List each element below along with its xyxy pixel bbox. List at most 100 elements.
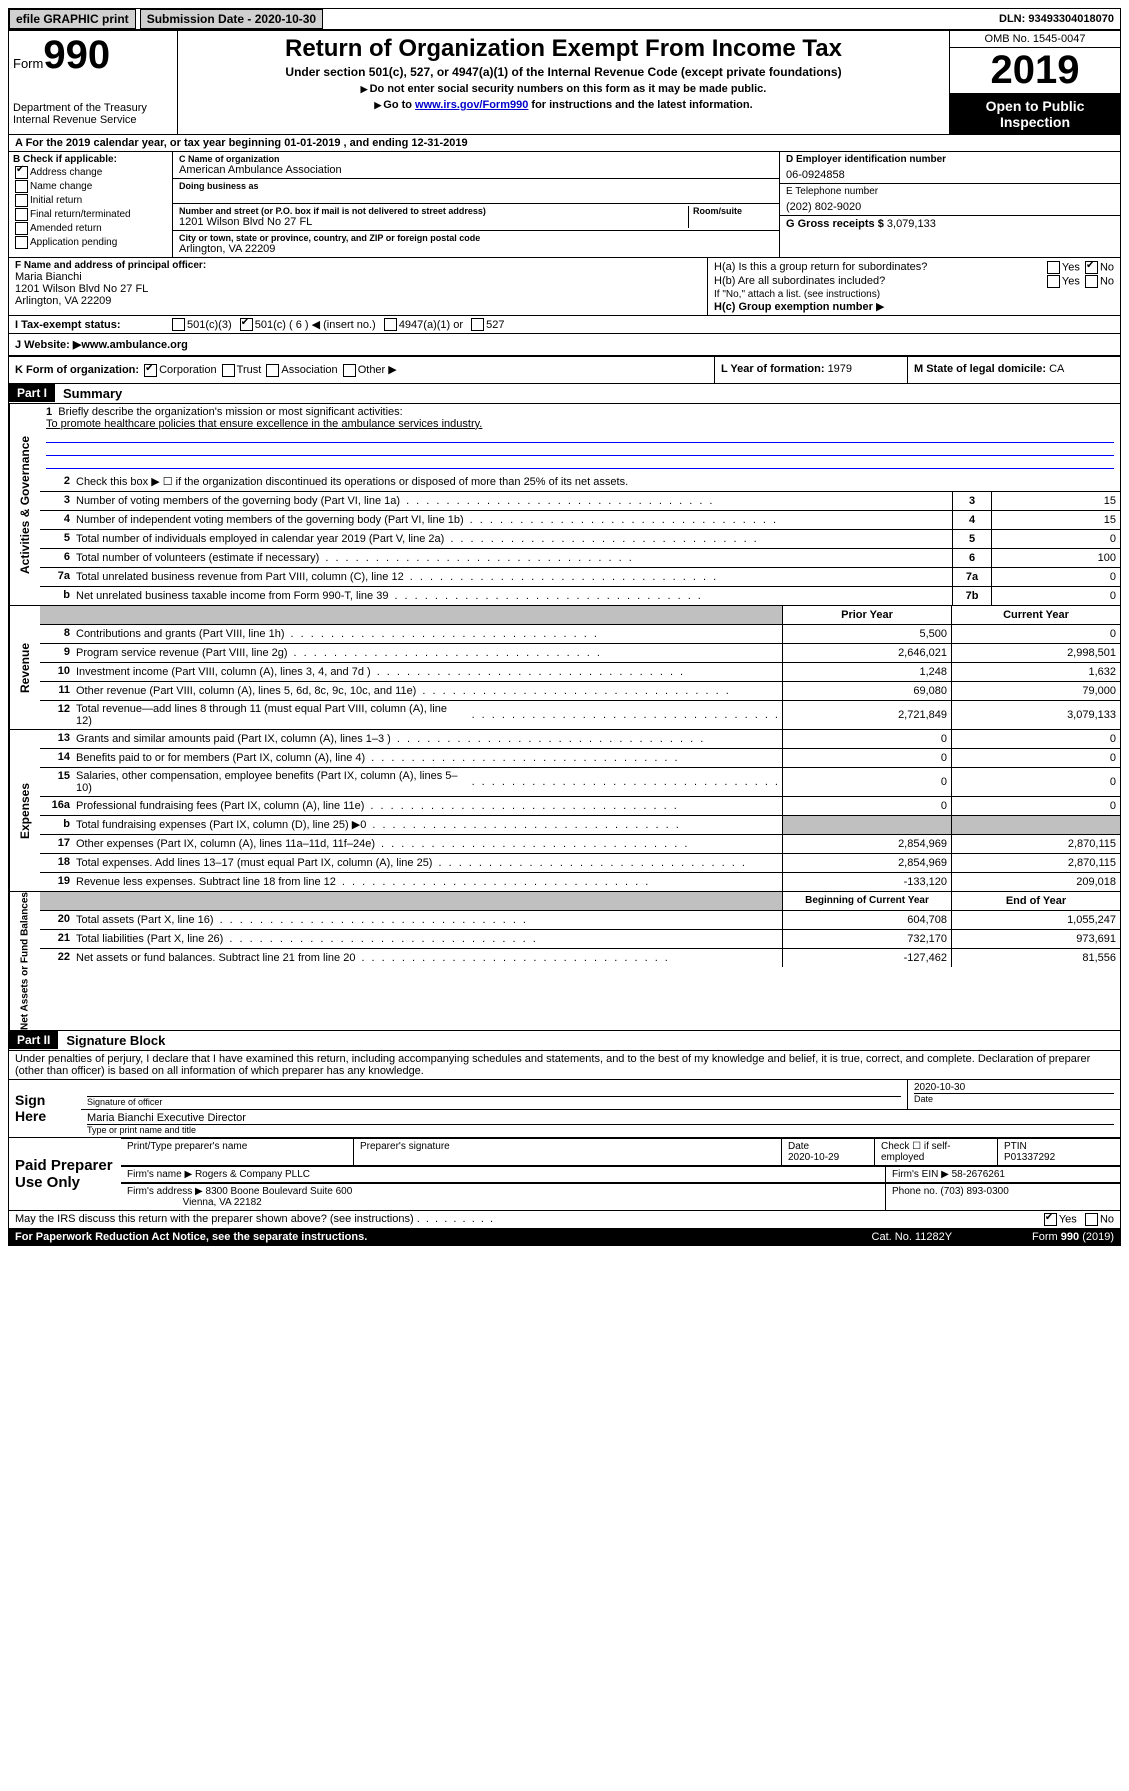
- hb-note: If "No," attach a list. (see instruction…: [714, 289, 1114, 300]
- ptin-hdr: PTIN: [1004, 1141, 1027, 1152]
- section-revenue: Revenue Prior Year Current Year 8 Contri…: [9, 606, 1120, 730]
- line-text: Total number of volunteers (estimate if …: [74, 549, 952, 567]
- line-text: Contributions and grants (Part VIII, lin…: [74, 625, 782, 643]
- prep-date-hdr: Date: [788, 1141, 809, 1152]
- line-text: Revenue less expenses. Subtract line 18 …: [74, 873, 782, 891]
- firm-label: Firm's name ▶: [127, 1169, 195, 1180]
- part1-badge: Part I: [9, 384, 55, 402]
- firm-phone-label: Phone no.: [892, 1186, 940, 1197]
- topbar: efile GRAPHIC print Submission Date - 20…: [9, 9, 1120, 31]
- prep-check-hdr: Check ☐ if self-employed: [875, 1139, 998, 1165]
- header-row: Form990 Department of the Treasury Inter…: [9, 31, 1120, 135]
- line-num: b: [40, 816, 74, 834]
- org-name: American Ambulance Association: [179, 164, 773, 176]
- prior-year-value: 0: [782, 730, 951, 748]
- sign-here-block: Sign Here Signature of officer 2020-10-3…: [9, 1079, 1120, 1138]
- tax-year: 2019: [950, 48, 1120, 94]
- line-col: 6: [952, 549, 991, 567]
- form-label: Form: [13, 56, 43, 71]
- part1-title: Summary: [55, 384, 130, 403]
- firm-addr-label: Firm's address ▶: [127, 1186, 206, 1197]
- mission-text: To promote healthcare policies that ensu…: [46, 418, 482, 430]
- line-text: Total number of individuals employed in …: [74, 530, 952, 548]
- row-j: J Website: ▶ www.ambulance.org: [9, 334, 1120, 357]
- line-value: 100: [991, 549, 1120, 567]
- c-name-label: C Name of organization: [179, 154, 773, 164]
- efile-print-button[interactable]: efile GRAPHIC print: [9, 9, 136, 29]
- line-num: 14: [40, 749, 74, 767]
- website-value: www.ambulance.org: [81, 339, 188, 351]
- line1: 1 Briefly describe the organization's mi…: [40, 404, 1120, 473]
- end-year-hdr: End of Year: [951, 892, 1120, 910]
- l2-text: Check this box ▶ ☐ if the organization d…: [74, 473, 1120, 491]
- line-num: 18: [40, 854, 74, 872]
- line-num: 20: [40, 911, 74, 929]
- officer-addr2: Arlington, VA 22209: [15, 295, 701, 307]
- section-expenses: Expenses 13 Grants and similar amounts p…: [9, 730, 1120, 892]
- line-col: 4: [952, 511, 991, 529]
- prior-year-hdr: Prior Year: [782, 606, 951, 624]
- k-label: K Form of organization:: [15, 364, 139, 376]
- line-num: 16a: [40, 797, 74, 815]
- line-num: 11: [40, 682, 74, 700]
- cb-amended[interactable]: Amended return: [13, 222, 168, 235]
- prior-year-value: -127,462: [782, 949, 951, 967]
- cb-final-return[interactable]: Final return/terminated: [13, 208, 168, 221]
- cb-address-change[interactable]: Address change: [13, 166, 168, 179]
- form-container: efile GRAPHIC print Submission Date - 20…: [8, 8, 1121, 1246]
- firm-ein-label: Firm's EIN ▶: [892, 1169, 952, 1180]
- line-num: 10: [40, 663, 74, 681]
- section-bc: B Check if applicable: Address change Na…: [9, 152, 1120, 258]
- dln-label: DLN:: [999, 13, 1028, 25]
- line-num: 21: [40, 930, 74, 948]
- l-label: L Year of formation:: [721, 363, 828, 375]
- prep-sig-hdr: Preparer's signature: [354, 1139, 782, 1165]
- room-label: Room/suite: [693, 206, 773, 216]
- prior-year-value: 2,854,969: [782, 854, 951, 872]
- begin-year-hdr: Beginning of Current Year: [782, 892, 951, 910]
- row-fh: F Name and address of principal officer:…: [9, 258, 1120, 316]
- line-text: Other expenses (Part IX, column (A), lin…: [74, 835, 782, 853]
- i-501c3: 501(c)(3): [187, 319, 232, 331]
- col-h: H(a) Is this a group return for subordin…: [708, 258, 1120, 315]
- line-text: Program service revenue (Part VIII, line…: [74, 644, 782, 662]
- line-num: 19: [40, 873, 74, 891]
- i-label: I Tax-exempt status:: [15, 319, 170, 331]
- header-left: Form990 Department of the Treasury Inter…: [9, 31, 178, 134]
- col-de: D Employer identification number 06-0924…: [779, 152, 1120, 257]
- current-year-value: 0: [951, 749, 1120, 767]
- typed-name-label: Type or print name and title: [87, 1125, 1114, 1135]
- line-col: 3: [952, 492, 991, 510]
- submission-date-button[interactable]: Submission Date - 2020-10-30: [140, 9, 323, 29]
- prior-year-value: 5,500: [782, 625, 951, 643]
- goto-prefix: Go to: [383, 99, 415, 111]
- prior-year-value: 0: [782, 768, 951, 796]
- submission-date-label: Submission Date -: [147, 12, 255, 26]
- line-col: 7b: [952, 587, 991, 605]
- cb-name-change[interactable]: Name change: [13, 180, 168, 193]
- line-value: 15: [991, 492, 1120, 510]
- current-year-value: 79,000: [951, 682, 1120, 700]
- i-501c: 501(c) ( 6 ) ◀ (insert no.): [255, 318, 376, 331]
- line-value: 15: [991, 511, 1120, 529]
- firm-ein: 58-2676261: [952, 1169, 1005, 1180]
- line-num: 12: [40, 701, 74, 729]
- line-col: 5: [952, 530, 991, 548]
- discuss-row: May the IRS discuss this return with the…: [9, 1211, 1120, 1228]
- m-label: M State of legal domicile:: [914, 363, 1049, 375]
- line-text: Other revenue (Part VIII, column (A), li…: [74, 682, 782, 700]
- k-corp: Corporation: [159, 364, 216, 376]
- dln-value: 93493304018070: [1028, 13, 1114, 25]
- ha-yes: Yes: [1062, 261, 1080, 273]
- cb-app-pending[interactable]: Application pending: [13, 236, 168, 249]
- current-year-hdr: Current Year: [951, 606, 1120, 624]
- prior-year-value: 604,708: [782, 911, 951, 929]
- prior-year-value: -133,120: [782, 873, 951, 891]
- year-formation: 1979: [828, 363, 852, 375]
- paid-preparer-label: Paid Preparer Use Only: [9, 1138, 121, 1210]
- k-assoc: Association: [281, 364, 337, 376]
- line-text: Professional fundraising fees (Part IX, …: [74, 797, 782, 815]
- gross-receipts-label: G Gross receipts $: [786, 218, 887, 230]
- irs-link[interactable]: www.irs.gov/Form990: [415, 99, 528, 111]
- cb-initial-return[interactable]: Initial return: [13, 194, 168, 207]
